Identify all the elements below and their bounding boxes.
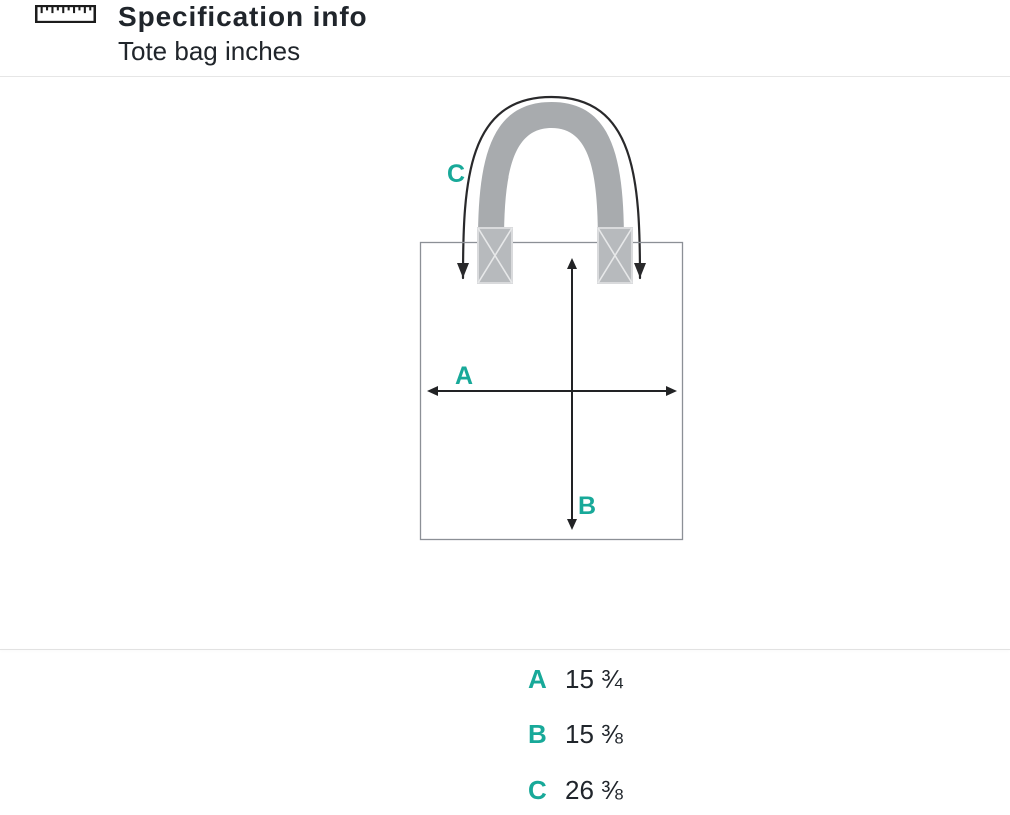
svg-text:C: C [447,160,465,188]
svg-text:B: B [578,492,596,520]
svg-text:A: A [455,362,473,390]
